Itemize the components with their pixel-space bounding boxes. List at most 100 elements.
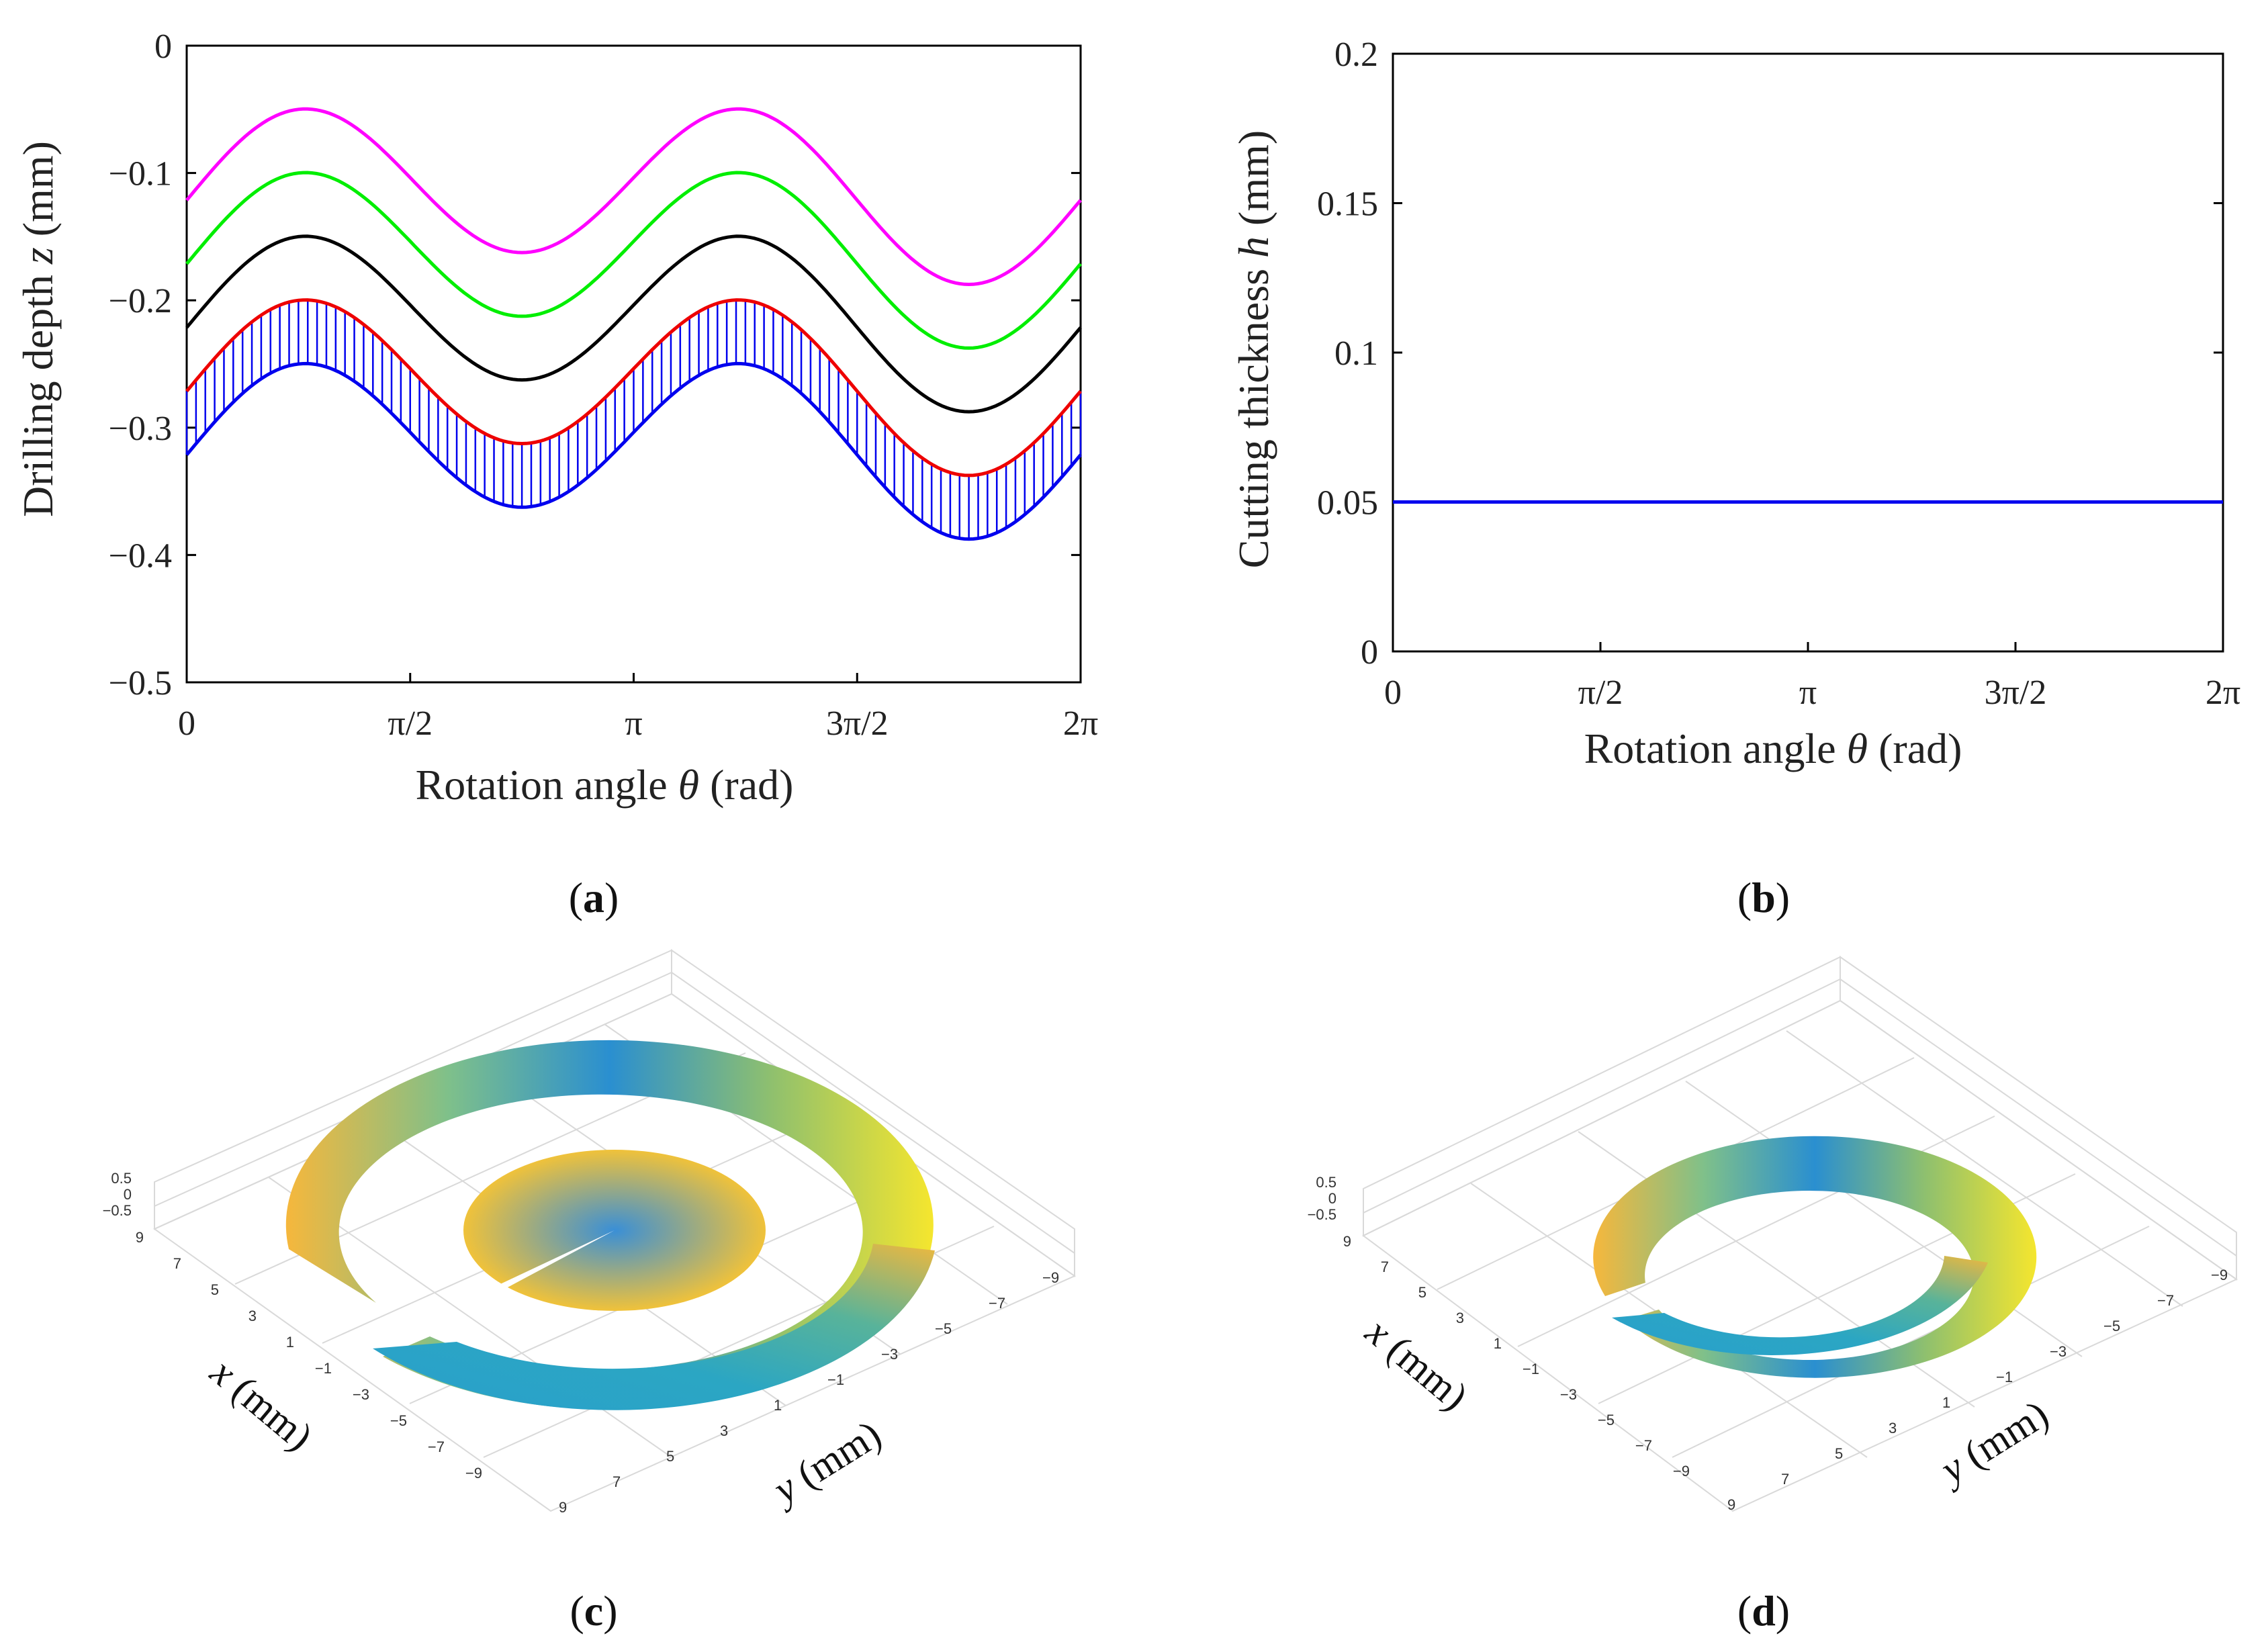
x-tick-label: −7 [428, 1438, 445, 1455]
y-tick-label: −1 [1996, 1369, 2013, 1385]
y-tick-label: −9 [1042, 1269, 1059, 1286]
x-tick-label-b: 2π [2206, 674, 2240, 712]
y-tick-label-a: 0 [154, 28, 172, 66]
caption-b: (b) [1737, 874, 1790, 921]
z-tick-label: −0.5 [103, 1202, 132, 1219]
x-tick-label-a: π [625, 704, 642, 743]
middle-ring-lower [1612, 1256, 1988, 1355]
y-tick-label: 1 [774, 1397, 782, 1414]
series-layer-blue [185, 361, 1082, 541]
x-tick-label: 7 [1381, 1259, 1389, 1275]
disc-slit [500, 1230, 615, 1289]
y-axis-label-c: y (mm) [762, 1412, 889, 1514]
outer-ring-lower [373, 1244, 935, 1410]
y-tick-label-b: 0 [1361, 633, 1378, 672]
y-tick-label-a: −0.4 [109, 537, 172, 575]
x-tick-label: −1 [315, 1360, 332, 1377]
x-tick-label-a: 0 [178, 704, 195, 743]
x-tick-label-a: 3π/2 [826, 704, 889, 743]
y-tick-label-a: −0.3 [109, 410, 172, 448]
x-tick-label: −1 [1523, 1361, 1539, 1377]
x-tick-label-a: π/2 [388, 704, 433, 743]
x-tick-label: 9 [136, 1229, 144, 1246]
z-tick-label: 0.5 [111, 1170, 132, 1187]
y-tick-label-b: 0.2 [1334, 36, 1378, 74]
x-tick-label-a: 2π [1063, 704, 1098, 743]
x-tick-labels-a: 0 π/2 π 3π/2 2π [178, 673, 1098, 743]
y-tick-label: 9 [559, 1499, 567, 1516]
x-tick-label: −7 [1635, 1437, 1652, 1454]
caption-c: (c) [570, 1587, 617, 1635]
grid-3d-d [1362, 956, 2238, 1512]
series-layer-black [185, 234, 1082, 414]
x-axis-label-c: x (mm) [202, 1349, 321, 1459]
y-tick-label-b: 0.15 [1317, 185, 1378, 224]
y-tick-label-a: −0.1 [109, 155, 172, 193]
x-tick-label: −3 [1560, 1386, 1577, 1403]
x-tick-label-b: π/2 [1578, 674, 1623, 712]
caption-d: (d) [1737, 1587, 1790, 1635]
x-tick-labels-b: 0 π/2 π 3π/2 2π [1384, 642, 2240, 712]
x-tick-label: 9 [1343, 1233, 1351, 1250]
y-tick-label: 9 [1727, 1496, 1735, 1513]
x-tick-label: −5 [390, 1412, 407, 1429]
x-tick-label: 5 [1418, 1284, 1426, 1301]
y-tick-label: −3 [881, 1346, 898, 1363]
y-tick-label: 5 [1835, 1445, 1843, 1462]
y-tick-labels-a: 0 −0.1 −0.2 −0.3 −0.4 −0.5 [109, 28, 1081, 702]
x-tick-label: −5 [1598, 1412, 1615, 1428]
y-tick-label: −5 [2103, 1318, 2120, 1334]
shaded-region-a [185, 300, 1082, 539]
z-tick-label: −0.5 [1308, 1206, 1336, 1223]
y-tick-label: −5 [935, 1320, 952, 1337]
chart-a: 0 −0.1 −0.2 −0.3 −0.4 −0.5 0 π/2 π 3π/2 2π Rotati… [14, 28, 1098, 921]
x-tick-label: 1 [286, 1334, 294, 1351]
x-tick-label: 1 [1494, 1335, 1502, 1352]
z-tick-label: 0.5 [1316, 1174, 1336, 1191]
y-axis-label-b: Cutting thickness h (mm) [1230, 130, 1277, 568]
series-layer-magenta [185, 107, 1082, 287]
y-tick-label: 3 [720, 1422, 728, 1439]
y-axis-label-a: Drilling depth z (mm) [14, 141, 62, 517]
x-tick-label: 3 [1456, 1310, 1464, 1326]
y-tick-label: 1 [1942, 1394, 1950, 1411]
y-tick-label: 3 [1889, 1420, 1897, 1436]
x-tick-label: 3 [248, 1308, 257, 1324]
caption-a: (a) [569, 874, 619, 921]
y-tick-label: −7 [989, 1295, 1005, 1312]
series-layer-green [185, 171, 1082, 350]
y-tick-label: −1 [827, 1371, 844, 1388]
y-tick-label-b: 0.1 [1334, 334, 1378, 373]
series-layer-red [185, 298, 1082, 477]
x-tick-label-b: 0 [1384, 674, 1402, 712]
x-tick-label: −9 [1673, 1463, 1690, 1479]
x-tick-label: 7 [173, 1255, 181, 1272]
x-tick-label: −9 [465, 1465, 482, 1481]
series-lines-a [185, 107, 1082, 541]
z-tick-label: 0 [1328, 1190, 1336, 1207]
middle-ring [1593, 1136, 2037, 1378]
y-tick-label-a: −0.5 [109, 664, 172, 702]
y-tick-labels-b: 0 0.05 0.1 0.15 0.2 [1317, 36, 2223, 672]
axis-ticks-d: 0.50−0.5 9 7 5 3 1 −1 −3 −5 −7 −9 9 7 5 3 1 −1 −3 −5 −7 −9 [1308, 1174, 2228, 1513]
chart-b: 0 0.05 0.1 0.15 0.2 0 π/2 π 3π/2 2π Rotation ang… [1230, 36, 2240, 921]
y-tick-label: −9 [2211, 1267, 2228, 1283]
y-tick-label: 7 [1781, 1471, 1789, 1488]
x-axis-label-a: Rotation angle θ (rad) [416, 761, 794, 809]
plot-frame-b [1392, 52, 2224, 653]
y-tick-label: 5 [666, 1448, 674, 1465]
x-tick-label: −3 [353, 1386, 369, 1403]
y-tick-label: −7 [2157, 1292, 2174, 1309]
x-tick-label-b: π [1799, 674, 1817, 712]
y-tick-label: −3 [2050, 1343, 2067, 1360]
y-tick-label-b: 0.05 [1317, 484, 1378, 522]
x-tick-label: 5 [211, 1281, 219, 1298]
y-tick-label: 7 [613, 1473, 621, 1490]
y-tick-label-a: −0.2 [109, 282, 172, 320]
x-axis-label-b: Rotation angle θ (rad) [1584, 725, 1962, 772]
z-tick-label: 0 [124, 1186, 132, 1203]
